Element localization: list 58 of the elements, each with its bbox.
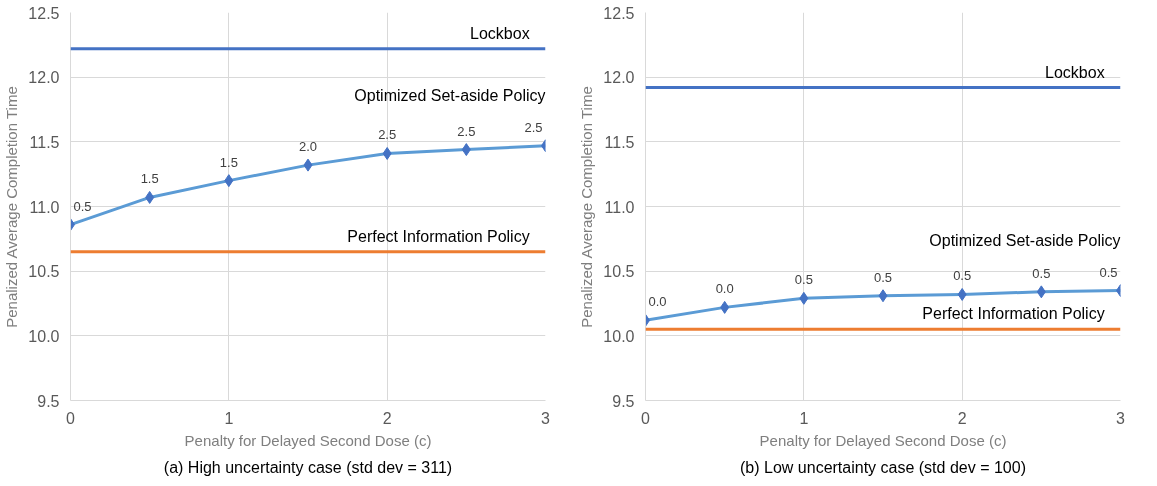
y-tick-label: 10.5 [603, 263, 635, 281]
annotation: 1.5 [219, 154, 238, 170]
y-tick-label: 12.0 [28, 69, 60, 87]
x-tick-label: 3 [541, 409, 551, 427]
annotation: 2.5 [378, 127, 397, 143]
point [799, 291, 809, 305]
annotation: 0.5 [73, 198, 92, 214]
annotation: 0.5 [953, 268, 972, 284]
annotation: 0.0 [648, 294, 667, 310]
y-tick-label: 9.5 [37, 392, 60, 410]
y-tick-label: 11.5 [29, 133, 60, 151]
y-tick-label: 12.5 [28, 4, 60, 22]
y-axis-title: Penalized Average Completion Time [3, 86, 21, 328]
annotation: 0.5 [794, 272, 813, 288]
ref-line-label: Lockbox [1045, 63, 1105, 81]
x-axis-title: Penalty for Delayed Second Dose (c) [184, 431, 432, 449]
point [957, 287, 967, 301]
y-tick-label: 10.0 [28, 327, 60, 345]
annotation: 2.5 [457, 123, 476, 139]
ref-line-label: Perfect Information Policy [347, 227, 530, 245]
y-tick-label: 10.5 [28, 263, 60, 281]
x-tick-label: 2 [957, 409, 967, 427]
x-tick-label: 2 [382, 409, 392, 427]
y-axis-title: Penalized Average Completion Time [578, 86, 596, 328]
point [145, 190, 155, 204]
annotation: 0.5 [1032, 265, 1051, 281]
ref-line-label: Perfect Information Policy [922, 305, 1105, 323]
y-tick-label: 11.0 [29, 198, 60, 216]
annotation: 1.5 [140, 171, 159, 187]
text: (a) High uncertainty case (std dev = 311) [163, 458, 453, 476]
x-axis-title: Penalty for Delayed Second Dose (c) [759, 431, 1007, 449]
annotation: 2.5 [524, 119, 543, 135]
x-tick-label: 1 [224, 409, 234, 427]
point [303, 158, 313, 172]
x-tick-label: 3 [1116, 409, 1126, 427]
point [878, 289, 888, 303]
y-tick-label: 11.0 [604, 198, 635, 216]
x-tick-label: 0 [641, 409, 651, 427]
x-tick-label: 1 [799, 409, 809, 427]
text: Optimized Set-aside Policy [929, 231, 1121, 249]
ref-line-label: Lockbox [470, 24, 530, 42]
point [720, 300, 730, 314]
point [224, 174, 234, 188]
y-tick-label: 12.0 [603, 69, 635, 87]
y-tick-label: 9.5 [612, 392, 635, 410]
text: Optimized Set-aside Policy [354, 86, 546, 104]
y-tick-label: 12.5 [603, 4, 635, 22]
y-tick-label: 10.0 [603, 327, 635, 345]
annotation: 0.0 [715, 281, 734, 297]
annotation: 0.5 [1099, 264, 1118, 280]
point [1036, 285, 1046, 299]
point [461, 143, 471, 157]
annotation: 0.5 [873, 269, 893, 285]
y-tick-label: 11.5 [604, 133, 635, 151]
annotation: 2.0 [298, 139, 318, 155]
point [382, 146, 392, 160]
text: (b) Low uncertainty case (std dev = 100) [740, 458, 1026, 476]
x-tick-label: 0 [66, 409, 76, 427]
